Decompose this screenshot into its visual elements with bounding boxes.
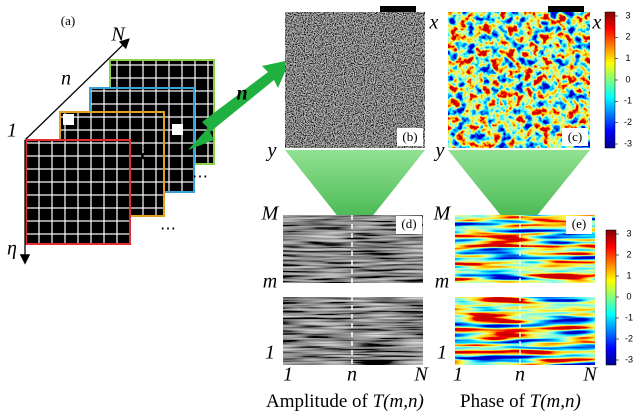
label-bg: [396, 216, 422, 234]
caption: Phase of T(m,n): [460, 391, 581, 412]
axis-label: η: [7, 238, 17, 260]
axis-label: M: [261, 203, 280, 225]
axis-label: y: [266, 140, 277, 162]
axis-label: n: [347, 364, 357, 386]
arrow-label: n: [236, 83, 247, 105]
arrow: [188, 60, 290, 150]
ellipsis: ⋯: [160, 221, 176, 238]
label-bg: [566, 216, 592, 234]
panel-label: (e): [572, 216, 586, 231]
phase-image: [448, 12, 590, 148]
colorbar-tick-label: -1: [625, 312, 633, 322]
speckle-image: [285, 12, 425, 148]
colorbar-ticks: 3 2 1 0 -1 -2 -3: [615, 10, 632, 148]
axis-label: 1: [7, 120, 17, 142]
panel-label: (b): [402, 129, 417, 144]
axis-label: x: [592, 12, 602, 34]
label-bg: [562, 128, 588, 146]
axis-label: 1: [437, 342, 447, 364]
ellipsis: ⋯: [192, 169, 208, 186]
axis-label: x: [429, 12, 439, 34]
colorbar-ticks: 3 2 1 0 -1 -2 -3: [616, 228, 633, 364]
axis-label: N: [413, 364, 429, 386]
axis-label: m: [435, 271, 449, 293]
panel-c: x y (c) 3 2 1 0 -1 -2 -3: [434, 6, 632, 162]
panel-e: (e) M m 1 1 n N Phase of T(m,n) 3 2 1 0 -1 -2…: [433, 203, 633, 413]
colorbar-tick-label: -2: [625, 333, 633, 343]
axis-label: N: [110, 24, 126, 46]
colorbar-tick-label: -3: [624, 138, 632, 148]
colorbar-tick-label: 1: [625, 53, 630, 63]
panel-label: (d): [401, 216, 416, 231]
scale-bar: [548, 6, 584, 12]
cell: [172, 124, 183, 135]
axis-label: y: [434, 140, 445, 162]
caption-symbol: T(m,n): [530, 391, 581, 412]
axis-label: 1: [283, 364, 293, 386]
axis-label: ξ: [141, 143, 150, 165]
colorbar-tick-label: 3: [626, 228, 631, 238]
axis-label: N: [582, 364, 598, 386]
caption-text: Amplitude of: [266, 391, 369, 412]
panel-label: (a): [61, 13, 75, 28]
axis-label: n: [515, 364, 525, 386]
colorbar-tick-label: 0: [626, 291, 631, 301]
axis-label: 1: [265, 342, 275, 364]
colorbar: [604, 11, 616, 149]
amplitude-image: [283, 297, 423, 365]
phase-image: [455, 297, 595, 365]
colorbar-tick-label: -3: [625, 354, 633, 364]
label-bg: [397, 128, 423, 146]
cell: [63, 114, 74, 125]
scale-bar: [380, 6, 416, 12]
colorbar-tick-label: 2: [625, 32, 630, 42]
projection: [285, 150, 425, 238]
panel-a: (a) N n 1 ξ η ⋯ ⋯: [7, 13, 215, 265]
colorbar-tick-label: 1: [626, 270, 631, 280]
colorbar-tick-label: -1: [624, 96, 632, 106]
colorbar: [605, 229, 617, 366]
caption-text: Phase of: [460, 391, 526, 412]
axis-label: M: [433, 203, 452, 225]
panel-label: (c): [568, 129, 582, 144]
caption-symbol: T(m,n): [373, 391, 424, 412]
grid-layer: [25, 139, 131, 245]
colorbar-tick-label: 2: [626, 249, 631, 259]
projection: [448, 150, 590, 238]
colorbar-tick-label: -2: [624, 117, 632, 127]
panel-b: x y (b): [266, 6, 439, 162]
colorbar-tick-label: 0: [625, 74, 630, 84]
axis-label: 1: [453, 364, 463, 386]
caption: Amplitude of T(m,n): [266, 391, 424, 412]
colorbar-tick-label: 3: [625, 10, 630, 20]
axis-label: m: [263, 271, 277, 293]
panel-d: (d) M m 1 1 n N Amplitude of T(m,n): [261, 203, 430, 413]
axis-n: [24, 38, 130, 141]
axis-label: n: [61, 68, 71, 90]
transfer-arrow: n: [188, 60, 290, 150]
